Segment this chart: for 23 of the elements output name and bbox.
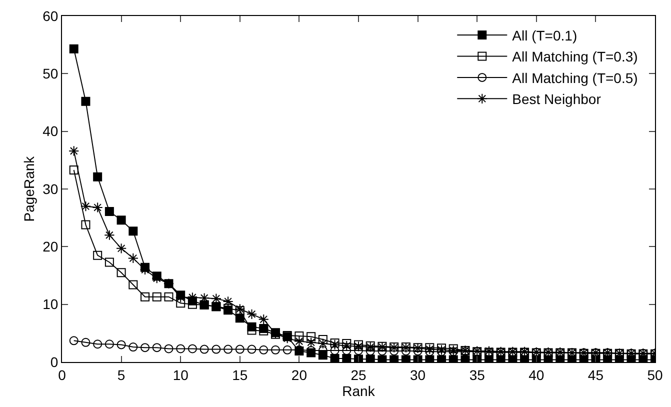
y-tick-label: 30 <box>42 180 58 197</box>
legend-label: Best Neighbor <box>512 91 602 108</box>
y-tick-label: 20 <box>42 238 58 255</box>
y-tick-label: 0 <box>50 354 58 370</box>
x-tick-label: 20 <box>291 366 308 383</box>
y-tick-label: 50 <box>42 66 58 82</box>
x-tick-label: 35 <box>469 366 486 383</box>
legend-label: All Matching (T=0.5) <box>512 70 638 86</box>
y-tick-label: 60 <box>42 8 58 24</box>
x-tick-label: 40 <box>528 366 544 383</box>
x-tick-label: 45 <box>588 366 604 383</box>
x-tick-label: 5 <box>117 366 126 383</box>
x-axis-title: Rank <box>342 383 376 400</box>
x-tick-label: 30 <box>410 366 426 383</box>
y-axis-title: PageRank <box>21 155 38 222</box>
x-tick-label: 15 <box>232 366 248 383</box>
legend-label: All Matching (T=0.3) <box>512 48 638 65</box>
y-tick-label: 10 <box>42 296 58 312</box>
x-tick-label: 25 <box>350 366 366 383</box>
legend-label: All (T=0.1) <box>512 28 578 44</box>
x-tick-label: 10 <box>172 366 189 383</box>
y-tick-label: 40 <box>42 123 58 140</box>
x-tick-label: 50 <box>647 366 663 383</box>
